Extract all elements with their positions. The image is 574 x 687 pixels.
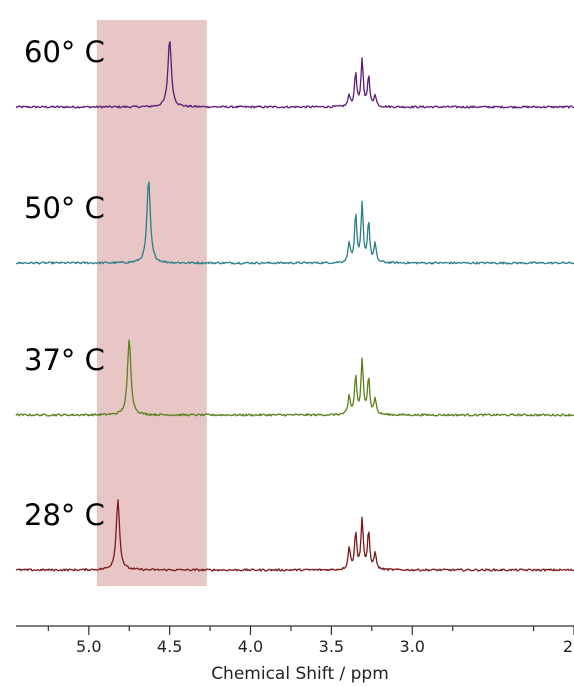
spectra-group xyxy=(15,41,574,572)
x-tick-label: 4.0 xyxy=(238,637,263,656)
x-axis: 5.0 4.5 4.0 3.5 3.0 2 Chemical Shift / ppm xyxy=(16,625,574,684)
x-tick-label: 2 xyxy=(563,637,573,656)
highlight-region xyxy=(96,20,207,586)
x-tick-label: 3.0 xyxy=(400,637,425,656)
series-label-50c: 50° C xyxy=(24,191,105,225)
series-label-60c: 60° C xyxy=(24,35,105,69)
temperature-labels: 60° C 50° C 37° C 28° C xyxy=(24,35,105,532)
series-label-37c: 37° C xyxy=(24,343,105,377)
spectrum-line-60c xyxy=(15,41,574,109)
x-tick-label: 5.0 xyxy=(76,637,101,656)
spectrum-line-28c xyxy=(15,499,574,572)
x-axis-title: Chemical Shift / ppm xyxy=(211,664,389,684)
x-tick-label: 3.5 xyxy=(319,637,344,656)
x-tick-label: 4.5 xyxy=(157,637,182,656)
x-axis-ticks: 5.0 4.5 4.0 3.5 3.0 2 xyxy=(47,626,574,656)
spectrum-line-37c xyxy=(15,339,574,417)
spectrum-line-50c xyxy=(15,181,574,265)
series-label-28c: 28° C xyxy=(24,498,105,532)
